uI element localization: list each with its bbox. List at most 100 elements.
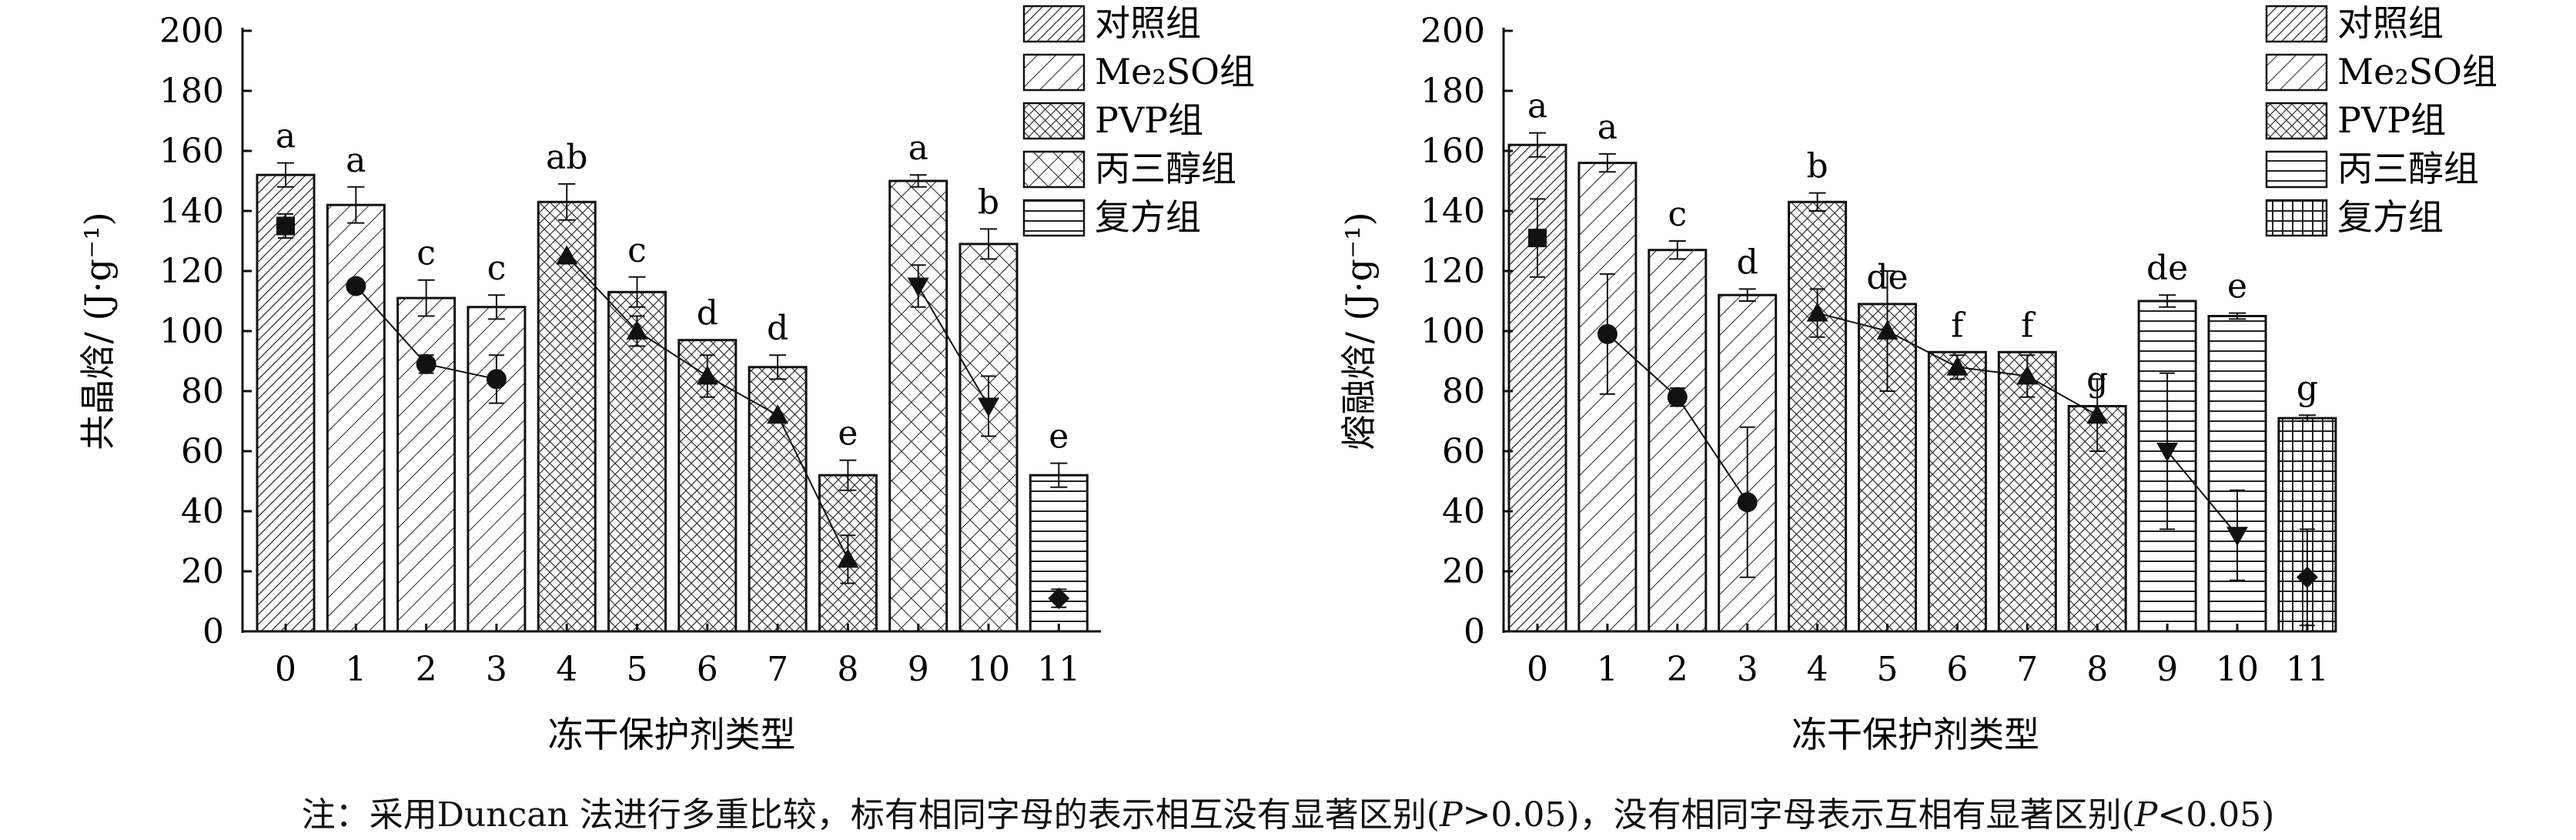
bar (888, 179, 948, 633)
marker-triangle-up (626, 320, 648, 340)
marker-triangle-up (1876, 320, 1899, 340)
y-tick-label: 200 (1420, 12, 1485, 51)
legend-label: 对照组 (1095, 2, 1201, 44)
significance-letter: c (627, 231, 647, 270)
significance-letter: b (1807, 147, 1828, 186)
bar (607, 290, 667, 633)
footnote-suffix: <0.05) (2157, 795, 2275, 835)
footnote: 注：采用Duncan 法进行多重比较，标有相同字母的表示相互没有显著区别( P>0… (0, 787, 2576, 836)
significance-letter: e (1049, 417, 1069, 457)
legend-label: Me₂SO组 (1095, 51, 1255, 92)
significance-letter: d (697, 294, 718, 333)
legend-swatch (1022, 150, 1086, 189)
legend-label: Me₂SO组 (2337, 51, 2497, 92)
x-tick-label: 11 (2286, 650, 2329, 689)
x-tick-label: 0 (275, 650, 296, 689)
x-axis-title: 冻干保护剂类型 (548, 714, 796, 755)
y-tick-label: 80 (1442, 372, 1485, 411)
footnote-mid: >0.05)，没有相同字母表示互相有显著区别( (1462, 795, 2135, 835)
x-tick-label: 2 (1667, 650, 1688, 689)
y-tick-label: 120 (1420, 252, 1485, 291)
legend-swatch (1022, 5, 1086, 43)
x-tick-label: 4 (556, 650, 577, 689)
significance-letter: a (346, 141, 366, 180)
legend-swatch (1022, 53, 1086, 92)
y-tick-label: 60 (1442, 432, 1485, 471)
x-tick-label: 6 (1946, 650, 1968, 689)
marker-triangle-down (978, 397, 999, 417)
legend-swatch (2265, 53, 2328, 92)
bar (2207, 315, 2267, 633)
significance-letter: a (1527, 87, 1547, 126)
x-axis-title: 冻干保护剂类型 (1791, 714, 2039, 755)
marker-square (1528, 229, 1547, 248)
marker-triangle-up (2086, 404, 2109, 424)
marker-line (2166, 450, 2238, 536)
y-axis-title: 共晶焓/ (J·g⁻¹) (77, 212, 119, 450)
x-tick-label: 3 (486, 650, 507, 689)
significance-letter: b (978, 182, 999, 222)
legend-swatch (2265, 102, 2328, 140)
footnote-prefix: 注：采用Duncan 法进行多重比较，标有相同字母的表示相互没有显著区别( (301, 795, 1440, 835)
significance-letter: ab (546, 138, 587, 177)
marker-circle (1737, 492, 1758, 513)
marker-triangle-up (1946, 356, 1969, 376)
marker-circle (416, 353, 437, 374)
x-tick-label: 7 (2016, 650, 2038, 689)
marker-diamond (2296, 566, 2318, 588)
marker-triangle-down (2156, 443, 2179, 462)
marker-triangle-up (2016, 365, 2039, 385)
significance-letter: de (2146, 249, 2188, 288)
bar (1927, 350, 1987, 633)
y-tick-label: 200 (159, 12, 224, 51)
significance-letter: c (417, 234, 436, 273)
x-tick-label: 11 (1037, 650, 1080, 689)
x-tick-label: 9 (2156, 650, 2178, 689)
bar (396, 296, 457, 633)
legend-label: 丙三醇组 (2337, 148, 2479, 189)
marker-triangle-up (767, 404, 789, 424)
significance-letter: g (2297, 369, 2318, 408)
x-tick-label: 6 (697, 650, 718, 689)
significance-letter: a (276, 117, 296, 156)
y-tick-label: 160 (159, 132, 224, 171)
legend-label: 复方组 (2337, 196, 2444, 238)
significance-letter: d (1737, 243, 1758, 282)
legend-swatch (1022, 199, 1086, 237)
marker-circle (486, 369, 507, 390)
marker-triangle-up (837, 548, 859, 568)
significance-letter: f (1951, 306, 1965, 345)
y-tick-label: 180 (159, 72, 224, 111)
chart-enthalpy-melting: aacdbdeffgdeeg02040608010012014016018020… (1338, 2, 2497, 755)
x-tick-label: 1 (1597, 650, 1618, 689)
y-tick-label: 40 (181, 492, 224, 531)
x-tick-label: 9 (908, 650, 929, 689)
marker-triangle-down (907, 277, 929, 297)
bar (748, 366, 808, 633)
significance-letter: e (2227, 267, 2247, 306)
y-tick-label: 20 (181, 552, 224, 591)
footnote-p2: P (2134, 795, 2158, 835)
marker-triangle-up (556, 245, 578, 265)
y-tick-label: 120 (159, 252, 224, 291)
legend-label: PVP组 (1095, 99, 1203, 141)
legend-label: PVP组 (2337, 99, 2446, 141)
x-tick-label: 10 (2216, 650, 2259, 689)
legend-label: 对照组 (2337, 2, 2444, 44)
bar (1648, 249, 1708, 633)
y-tick-label: 0 (202, 612, 224, 651)
marker-diamond (1048, 587, 1070, 610)
marker-square (276, 216, 295, 236)
legend-swatch (2265, 150, 2328, 189)
x-tick-label: 7 (767, 650, 788, 689)
bar (326, 203, 386, 633)
legend-swatch (1022, 102, 1086, 140)
legend-swatch (2265, 5, 2328, 43)
y-tick-label: 160 (1420, 132, 1485, 171)
x-tick-label: 3 (1737, 650, 1758, 689)
marker-triangle-up (696, 365, 718, 385)
y-tick-label: 40 (1442, 492, 1485, 531)
x-tick-label: 10 (967, 650, 1010, 689)
